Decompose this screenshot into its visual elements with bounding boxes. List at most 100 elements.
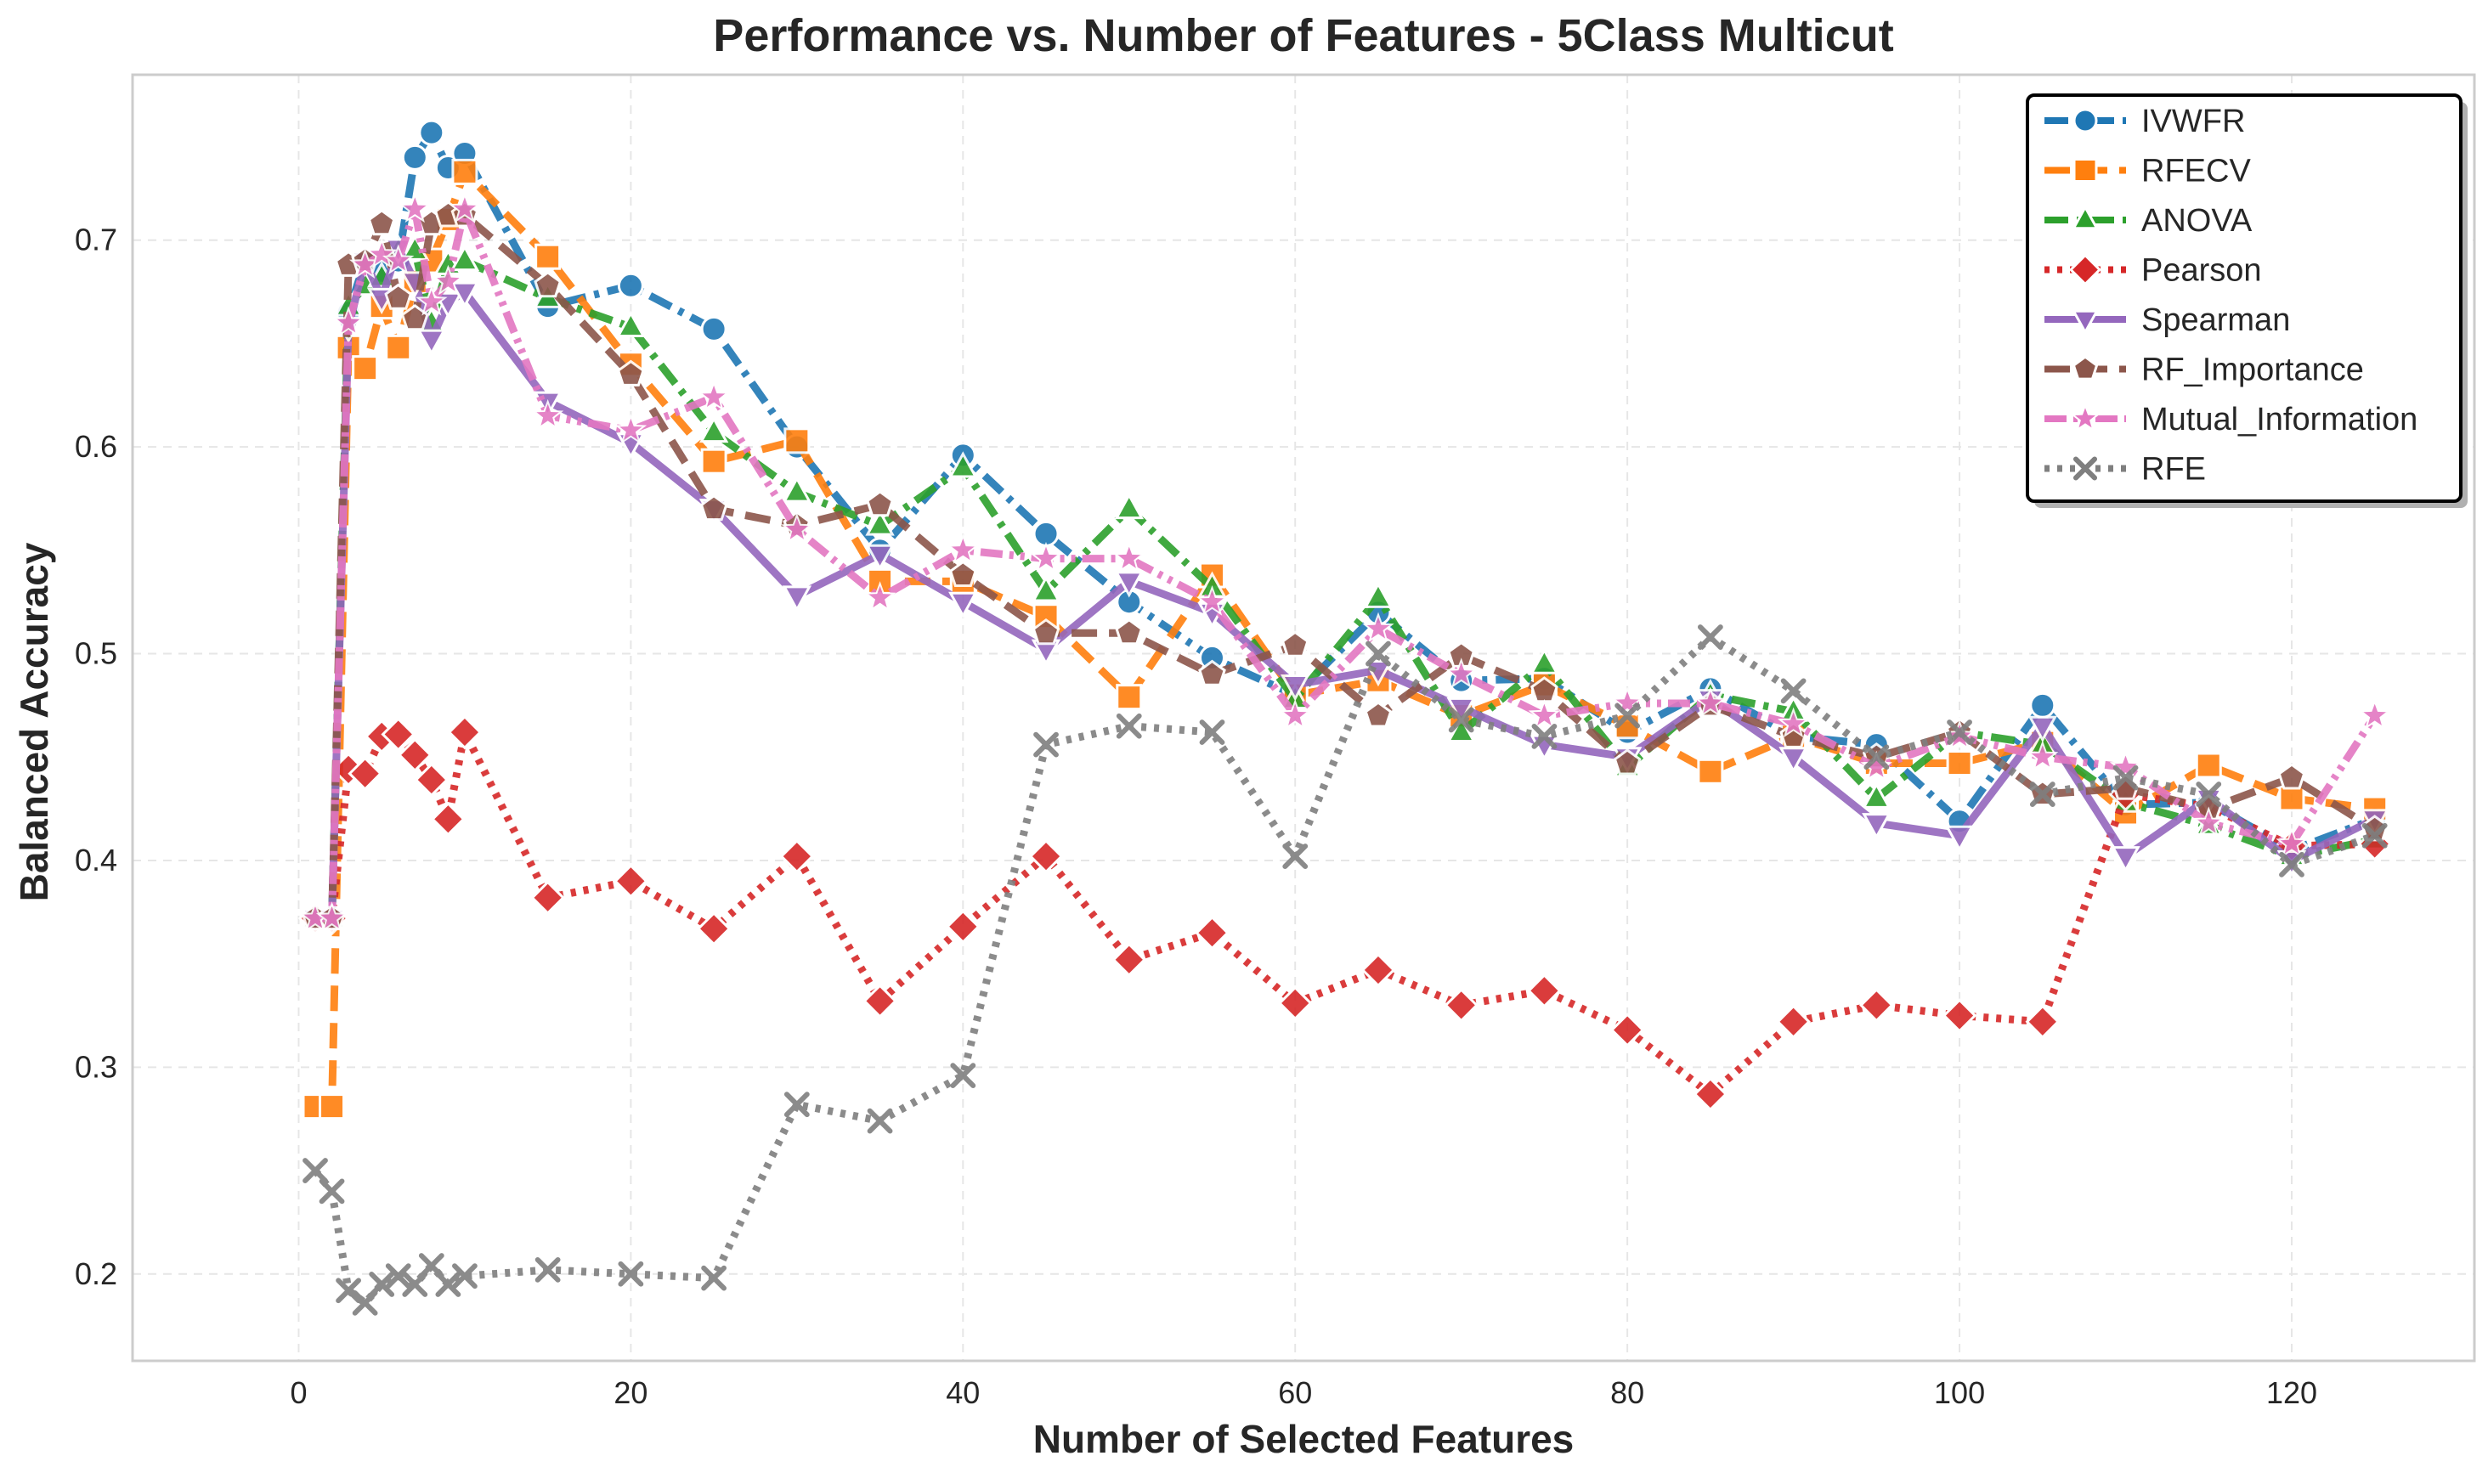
data-point: [348, 756, 382, 792]
data-point: [2277, 763, 2306, 790]
data-point: [698, 415, 729, 443]
data-point: [783, 427, 811, 454]
data-point: [2278, 785, 2305, 812]
data-point: [950, 1063, 976, 1088]
legend-item: Pearson: [2044, 253, 2262, 289]
data-point: [385, 1263, 411, 1289]
data-point: [2029, 691, 2056, 719]
legend-marker: [2071, 204, 2100, 230]
data-point: [2358, 698, 2391, 730]
data-point: [1863, 744, 1890, 770]
y-tick-label: 0.3: [75, 1049, 117, 1084]
data-point: [783, 1092, 810, 1118]
data-point: [863, 581, 896, 612]
data-point: [2027, 740, 2059, 771]
legend-item: Spearman: [2044, 302, 2290, 338]
data-point: [1198, 659, 1226, 686]
data-point: [447, 714, 483, 750]
x-tick-label: 100: [1934, 1375, 1985, 1410]
data-point: [700, 448, 727, 475]
ticks: 0 20 40 60 80 100 120 0.2 0.3 0.4 0.5 0.6 0.7: [75, 223, 2317, 1410]
data-point: [385, 334, 412, 361]
legend-marker: [2068, 253, 2102, 286]
series-group: [297, 119, 2393, 1316]
x-tick-label: 120: [2266, 1375, 2317, 1410]
x-tick-label: 60: [1278, 1375, 1312, 1410]
data-point: [336, 1278, 361, 1304]
x-tick-label: 80: [1610, 1375, 1644, 1410]
y-axis-label: Balanced Accuracy: [12, 542, 56, 901]
data-point: [1033, 731, 1059, 758]
series-line: [315, 167, 2376, 1111]
data-point: [779, 838, 815, 874]
data-point: [701, 1265, 727, 1291]
series-line: [315, 128, 2377, 923]
data-point: [367, 209, 396, 236]
data-point: [2025, 1004, 2061, 1040]
legend-label: ANOVA: [2141, 203, 2253, 239]
legend-marker: [2071, 309, 2100, 336]
data-point: [617, 272, 644, 299]
data-point: [414, 762, 450, 798]
data-point: [1859, 988, 1894, 1023]
data-point: [1946, 750, 1973, 777]
data-point: [2109, 750, 2142, 781]
data-point: [384, 283, 413, 310]
data-point: [618, 1261, 644, 1287]
data-point: [303, 1158, 328, 1183]
y-tick-label: 0.5: [75, 636, 117, 671]
data-point: [2276, 827, 2308, 858]
data-point: [1195, 915, 1230, 951]
data-point: [700, 315, 727, 342]
data-point: [450, 244, 480, 272]
data-point: [948, 591, 978, 618]
data-point: [397, 737, 433, 773]
data-point: [452, 1263, 478, 1289]
data-point: [696, 911, 732, 946]
data-point: [449, 192, 481, 223]
data-point: [1116, 684, 1143, 711]
data-point: [1445, 657, 1478, 688]
data-point: [416, 329, 447, 356]
data-point: [1196, 585, 1229, 616]
data-point: [1448, 707, 1474, 733]
data-point: [948, 451, 978, 478]
data-point: [1114, 571, 1145, 598]
chart-title: Performance vs. Number of Features - 5Cl…: [713, 10, 1893, 61]
data-point: [1115, 618, 1144, 646]
data-point: [1282, 844, 1309, 869]
y-tick-label: 0.2: [75, 1256, 117, 1291]
series-rfe: [303, 624, 2388, 1316]
data-point: [381, 717, 416, 752]
data-point: [1528, 698, 1561, 730]
data-point: [315, 901, 348, 933]
data-point: [1277, 985, 1313, 1021]
data-point: [534, 1257, 561, 1283]
data-point: [616, 310, 646, 337]
data-point: [1531, 724, 1558, 749]
data-point: [1279, 698, 1311, 730]
data-point: [948, 560, 977, 587]
y-tick-label: 0.4: [75, 843, 117, 877]
data-point: [1862, 781, 1891, 809]
y-tick-label: 0.6: [75, 429, 117, 464]
legend-box: [2026, 93, 2463, 503]
data-point: [2195, 752, 2222, 779]
data-point: [1944, 825, 1975, 852]
data-point: [699, 494, 728, 522]
legend-marker: [2070, 403, 2101, 432]
legend-marker: [2072, 108, 2098, 133]
data-point: [2112, 765, 2139, 791]
legend-item: RF_Importance: [2044, 353, 2364, 388]
legend-item: RFECV: [2044, 154, 2251, 189]
data-point: [319, 1178, 345, 1205]
data-point: [945, 909, 981, 945]
data-point: [1446, 715, 1476, 743]
data-point: [1693, 1076, 1728, 1112]
data-point: [1360, 952, 1396, 988]
data-point: [2027, 715, 2058, 742]
data-point: [947, 533, 980, 564]
legend-marker: [2072, 158, 2098, 183]
legend: IVWFR RFECV ANOVA Pearson Spearman RF_Importa…: [2026, 93, 2468, 508]
